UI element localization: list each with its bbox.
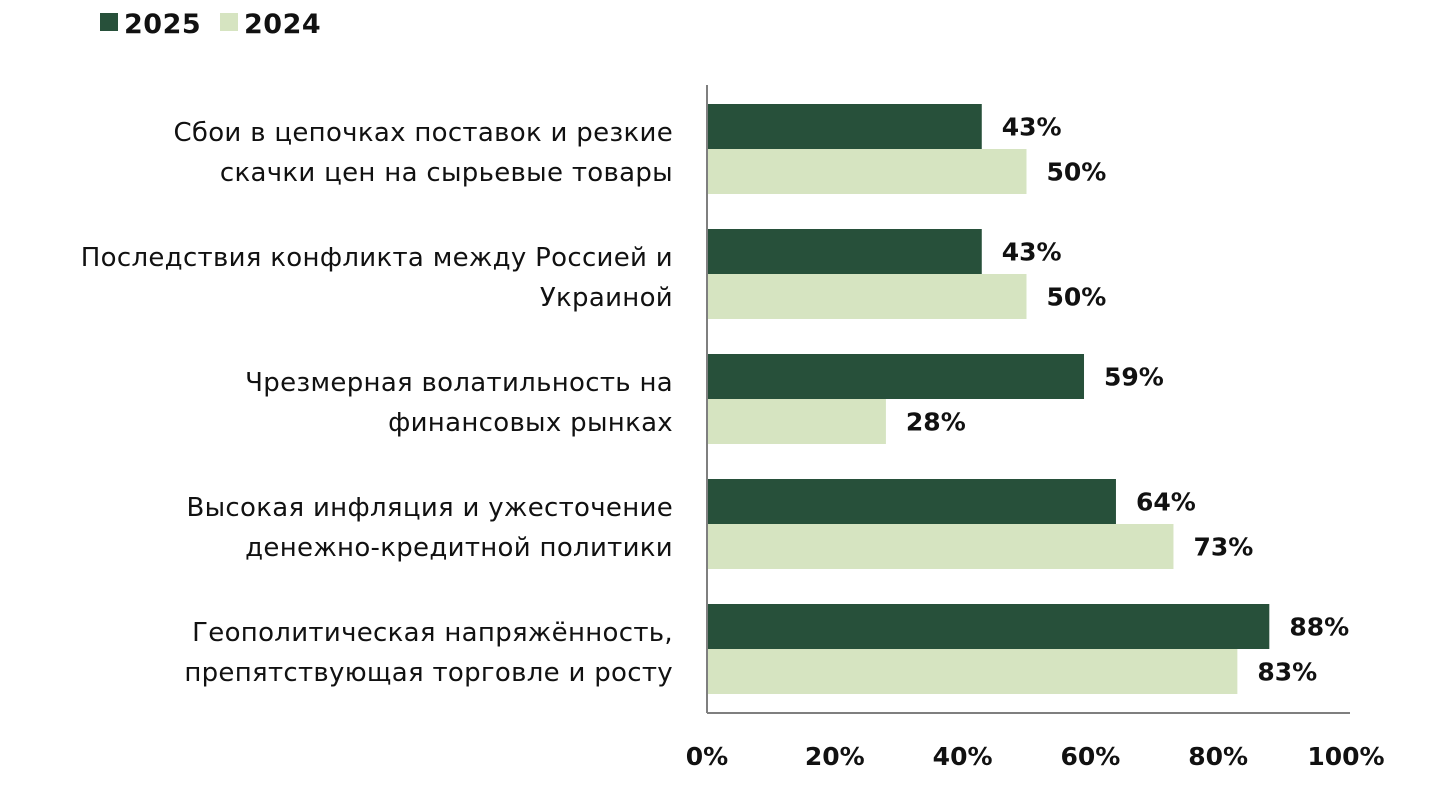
category-label-2: Последствия конфликта между Россией и Укр…: [81, 243, 673, 313]
bar-2024-1: [707, 149, 1027, 194]
legend-label-2025: 2025: [124, 9, 201, 40]
value-label-2024-4: 73%: [1193, 533, 1253, 562]
bar-2024-2: [707, 274, 1027, 319]
legend-swatch-2025: [100, 13, 118, 31]
value-label-2025-3: 59%: [1104, 363, 1164, 392]
value-label-2025-5: 88%: [1289, 613, 1349, 642]
category-label-4: Высокая инфляция и ужесточение денежно-кр…: [186, 493, 673, 563]
value-label-2024-5: 83%: [1257, 658, 1317, 687]
value-label-2024-1: 50%: [1047, 158, 1107, 187]
x-tick-label-80: 80%: [1188, 742, 1248, 771]
category-label-1: Сбои в цепочках поставок и резкие скачки …: [173, 118, 673, 188]
bar-2025-4: [707, 479, 1116, 524]
bar-2025-3: [707, 354, 1085, 399]
legend-swatch-2024: [220, 13, 238, 31]
x-tick-label-60: 60%: [1060, 742, 1120, 771]
x-tick-label-100: 100%: [1307, 742, 1384, 771]
bar-2025-1: [707, 104, 982, 149]
value-label-2024-2: 50%: [1047, 283, 1107, 312]
bar-2024-5: [707, 649, 1238, 694]
value-label-2024-3: 28%: [906, 408, 966, 437]
axes-group: 0% 20% 40% 60% 80% 100%: [686, 85, 1385, 771]
category-label-5: Геополитическая напряжённость, препятству…: [184, 618, 673, 688]
legend: 2025 2024: [100, 9, 321, 40]
category-label-3: Чрезмерная волатильность на финансовых ры…: [245, 368, 673, 438]
bar-2024-4: [707, 524, 1174, 569]
bar-2024-3: [707, 399, 886, 444]
legend-label-2024: 2024: [244, 9, 321, 40]
x-tick-label-0: 0%: [686, 742, 728, 771]
value-label-2025-2: 43%: [1002, 238, 1062, 267]
value-label-2025-4: 64%: [1136, 488, 1196, 517]
x-tick-label-20: 20%: [805, 742, 865, 771]
bar-2025-5: [707, 604, 1270, 649]
labels-group: 43% 50% Сбои в цепочках поставок и резкие с…: [81, 113, 1349, 689]
x-tick-label-40: 40%: [933, 742, 993, 771]
bars-group: [707, 104, 1270, 694]
bar-2025-2: [707, 229, 982, 274]
value-label-2025-1: 43%: [1002, 113, 1062, 142]
